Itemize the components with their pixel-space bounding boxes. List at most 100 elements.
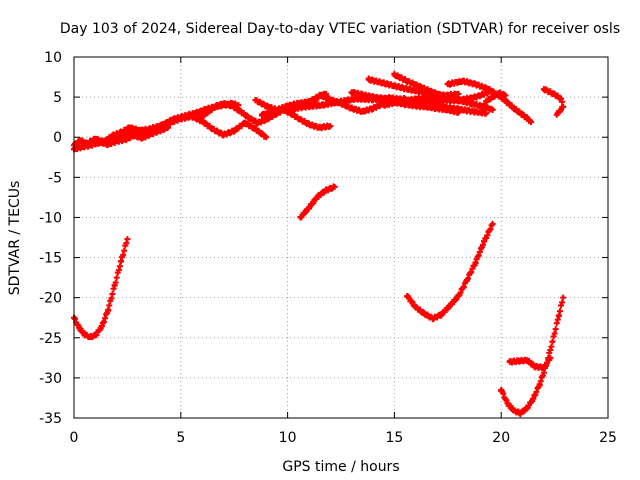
- data-point: [124, 236, 131, 243]
- data-point: [470, 108, 477, 115]
- data-point: [483, 98, 490, 105]
- data-point: [229, 102, 236, 109]
- data-point: [194, 116, 201, 123]
- data-point: [305, 204, 312, 211]
- data-point: [472, 259, 479, 266]
- data-point: [98, 323, 105, 330]
- y-tick-label: -35: [39, 411, 62, 427]
- data-point: [87, 333, 94, 340]
- data-point: [237, 108, 244, 115]
- data-point: [327, 96, 334, 103]
- data-point: [560, 294, 567, 301]
- data-point: [252, 126, 259, 133]
- data-point: [549, 90, 556, 97]
- data-point: [203, 110, 210, 117]
- data-point: [498, 386, 505, 393]
- data-point: [145, 126, 152, 133]
- data-point: [301, 103, 308, 110]
- data-point: [314, 193, 321, 200]
- x-tick-label: 10: [279, 430, 297, 446]
- data-point: [359, 91, 366, 98]
- data-point: [370, 94, 377, 101]
- x-tick-label: 5: [176, 430, 185, 446]
- y-tick-label: 10: [44, 50, 62, 66]
- data-point: [532, 363, 539, 370]
- data-point: [547, 354, 554, 361]
- data-point: [312, 97, 319, 104]
- data-point: [404, 86, 411, 93]
- data-point: [558, 95, 565, 102]
- grid-layer: [74, 57, 608, 418]
- data-point: [348, 105, 355, 112]
- data-point: [194, 109, 201, 116]
- y-tick-label: -20: [39, 291, 62, 307]
- data-point: [331, 183, 338, 190]
- data-point: [156, 122, 163, 129]
- data-point: [455, 90, 462, 97]
- x-tick-label: 0: [70, 430, 79, 446]
- data-point: [438, 311, 445, 318]
- tick-layer: 0 5 10 15 20 25 -35 -30 -25 -20 -15 -10 -5 0 5 10: [39, 50, 617, 446]
- data-point: [135, 127, 142, 134]
- y-tick-label: 0: [53, 130, 62, 146]
- data-point: [258, 111, 265, 118]
- data-point: [79, 143, 86, 150]
- data-point: [523, 357, 530, 364]
- data-point: [252, 97, 259, 104]
- data-point: [103, 138, 110, 145]
- data-point: [502, 92, 509, 99]
- data-point: [105, 306, 112, 313]
- data-point: [489, 106, 496, 113]
- y-tick-label: -15: [39, 251, 62, 267]
- data-point: [464, 277, 471, 284]
- data-point: [305, 121, 312, 128]
- data-point: [483, 110, 490, 117]
- data-point: [440, 103, 447, 110]
- data-point: [297, 214, 304, 221]
- data-point: [92, 332, 99, 339]
- data-point: [489, 94, 496, 101]
- data-point: [421, 310, 428, 317]
- y-tick-label: 5: [53, 90, 62, 106]
- series-arc-3: [92, 112, 270, 148]
- data-point: [511, 105, 518, 112]
- data-point: [429, 89, 436, 96]
- series-arc-12: [380, 97, 490, 117]
- series-arc-18: [404, 220, 496, 323]
- data-point: [113, 135, 120, 142]
- data-point: [530, 395, 537, 402]
- data-point: [481, 238, 488, 245]
- data-point: [410, 100, 417, 107]
- data-point: [231, 127, 238, 134]
- data-point: [528, 118, 535, 125]
- series-arc-11: [391, 70, 496, 113]
- data-point: [459, 78, 466, 85]
- data-point: [553, 111, 560, 118]
- data-point: [380, 102, 387, 109]
- series-arc-15: [540, 86, 567, 118]
- series-arc-20: [506, 354, 554, 371]
- series-arc-16: [297, 183, 338, 221]
- data-point: [506, 358, 513, 365]
- data-point: [404, 78, 411, 85]
- data-point: [395, 98, 402, 105]
- data-point: [455, 97, 462, 104]
- data-point: [81, 331, 88, 338]
- data-point: [124, 131, 131, 138]
- data-point: [496, 90, 503, 97]
- data-point: [412, 304, 419, 311]
- data-point: [404, 293, 411, 300]
- data-point: [117, 129, 124, 136]
- data-point: [327, 122, 334, 129]
- x-axis-label: GPS time / hours: [282, 459, 399, 475]
- data-point: [517, 410, 524, 417]
- data-point: [167, 119, 174, 126]
- data-point: [111, 282, 118, 289]
- data-point: [391, 82, 398, 89]
- data-point: [515, 358, 522, 365]
- y-tick-label: -10: [39, 210, 62, 226]
- data-point: [442, 94, 449, 101]
- data-point: [126, 124, 133, 131]
